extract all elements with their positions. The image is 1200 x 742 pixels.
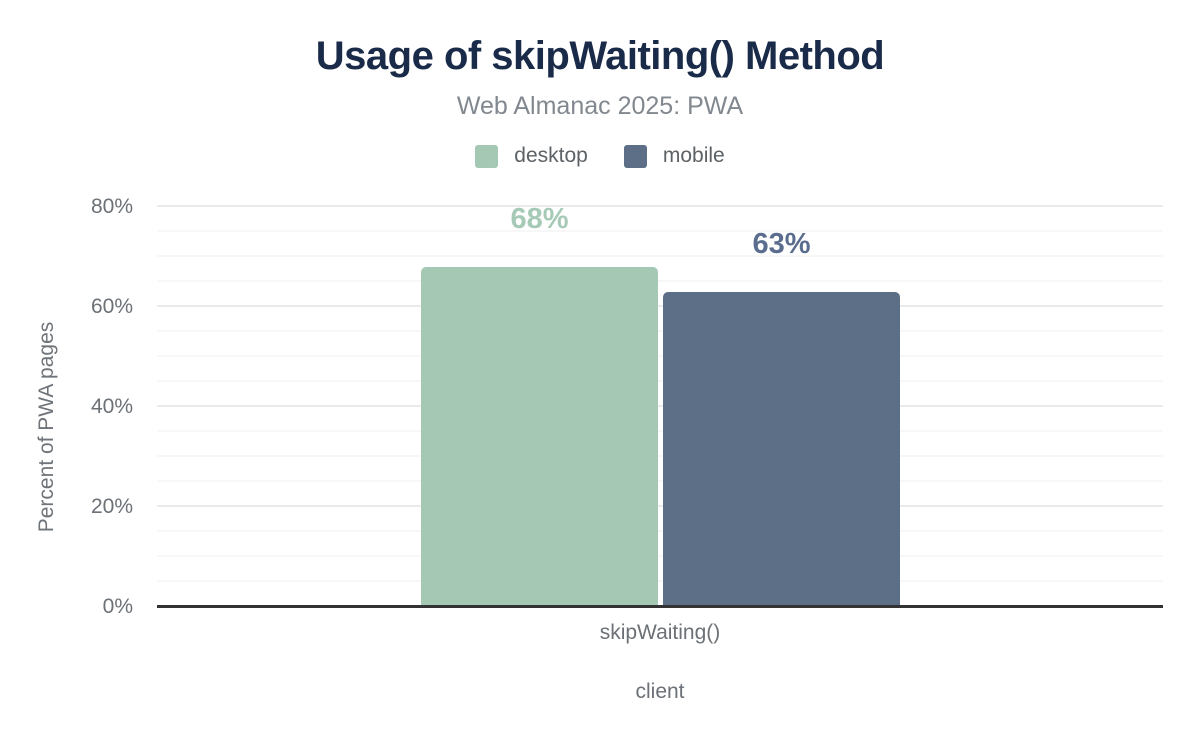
legend: desktop mobile — [0, 144, 1200, 168]
y-tick-label-60: 60% — [90, 295, 133, 318]
y-tick-label-40: 40% — [90, 395, 133, 418]
gridline-25 — [157, 480, 1163, 482]
bar-desktop[interactable] — [421, 267, 658, 607]
legend-label-desktop: desktop — [514, 144, 588, 167]
mobile-swatch-icon — [623, 144, 647, 168]
gridline-15 — [157, 530, 1163, 532]
gridline-5 — [157, 580, 1163, 582]
gridline-45 — [157, 380, 1163, 382]
gridline-55 — [157, 330, 1163, 332]
legend-label-mobile: mobile — [662, 144, 725, 167]
gridline-50 — [157, 355, 1163, 357]
gridline-35 — [157, 430, 1163, 432]
bar-group-desktop: 68% — [421, 203, 658, 607]
gridline-65 — [157, 280, 1163, 282]
desktop-swatch-icon — [475, 144, 499, 168]
gridline-60 — [157, 305, 1163, 307]
chart-subtitle: Web Almanac 2025: PWA — [456, 92, 744, 120]
y-tick-label-0: 0% — [102, 595, 133, 618]
y-tick-labels: 0% 20% 40% 60% 80% — [0, 196, 145, 618]
x-tick-label: skipWaiting() — [599, 621, 721, 644]
gridline-20 — [157, 505, 1163, 507]
x-axis-title: client — [635, 680, 685, 703]
gridline-40 — [157, 405, 1163, 407]
gridline-80 — [157, 205, 1163, 207]
bar-value-mobile: 63% — [752, 228, 811, 260]
y-axis-title: Percent of PWA pages — [35, 321, 58, 533]
gridline-75 — [157, 230, 1163, 232]
chart-title: Usage of skipWaiting() Method — [315, 34, 885, 78]
y-tick-label-20: 20% — [90, 495, 133, 518]
gridline-70 — [157, 255, 1163, 257]
bar-group-mobile: 63% — [663, 207, 900, 607]
legend-item-desktop: desktop — [475, 144, 588, 168]
legend-item-mobile: mobile — [623, 144, 725, 168]
bar-value-desktop: 68% — [510, 203, 569, 235]
gridline-10 — [157, 555, 1163, 557]
y-tick-label-80: 80% — [90, 195, 133, 218]
gridline-30 — [157, 455, 1163, 457]
x-axis-line — [157, 605, 1163, 608]
plot-area: 68% 63% skipWaiting() client — [157, 203, 1163, 703]
bar-mobile[interactable] — [663, 292, 900, 607]
